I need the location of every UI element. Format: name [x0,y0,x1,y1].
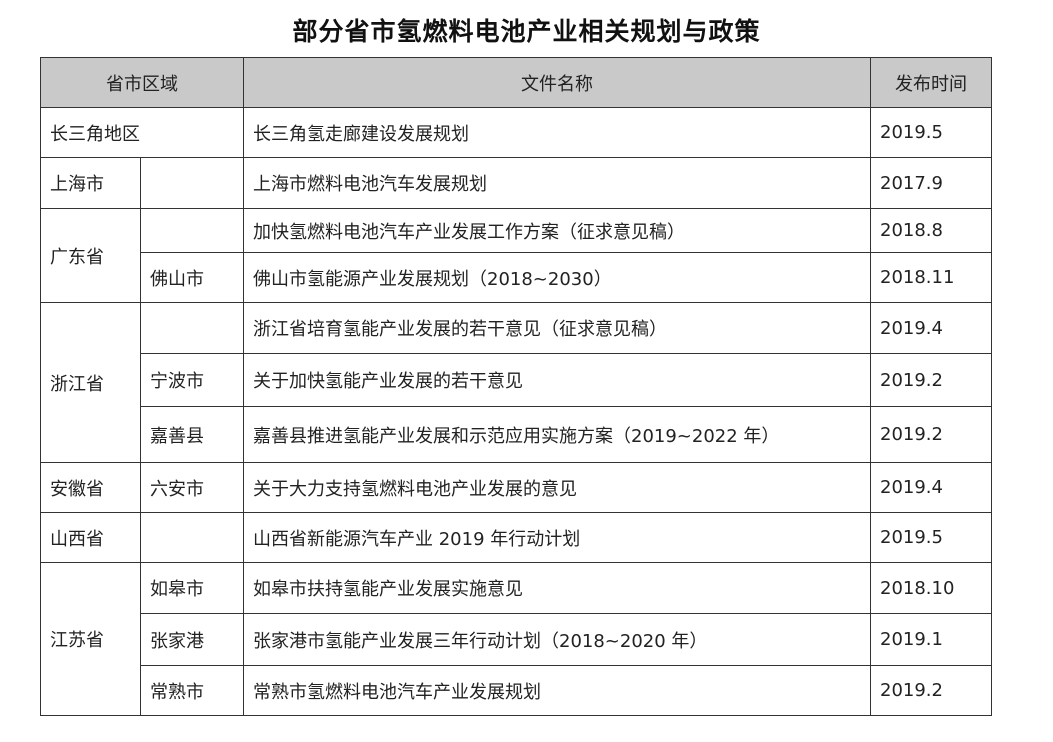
table-row: 长三角地区 长三角氢走廊建设发展规划 2019.5 [40,107,992,158]
header-document: 文件名称 [243,57,871,108]
document-cell: 加快氢燃料电池汽车产业发展工作方案（征求意见稿） [243,208,871,253]
document-cell: 嘉善县推进氢能产业发展和示范应用实施方案（2019~2022 年） [243,406,871,463]
date-cell: 2019.5 [870,512,992,563]
city-cell: 如皋市 [140,562,244,614]
city-cell: 常熟市 [140,665,244,716]
document-cell: 如皋市扶持氢能产业发展实施意见 [243,562,871,614]
table-header-row: 省市区域 文件名称 发布时间 [40,57,992,108]
table-row: 安徽省 六安市 关于大力支持氢燃料电池产业发展的意见 2019.4 [40,462,992,513]
city-cell: 嘉善县 [140,406,244,463]
province-cell: 长三角地区 [40,107,244,158]
document-cell: 佛山市氢能源产业发展规划（2018~2030） [243,252,871,303]
date-cell: 2017.9 [870,157,992,209]
document-cell: 常熟市氢燃料电池汽车产业发展规划 [243,665,871,716]
date-cell: 2019.4 [870,302,992,354]
table-row: 常熟市 常熟市氢燃料电池汽车产业发展规划 2019.2 [41,665,992,716]
province-cell: 上海市 [40,157,141,209]
city-cell [140,512,244,563]
date-cell: 2019.2 [870,353,992,407]
table-row: 江苏省 如皋市 如皋市扶持氢能产业发展实施意见 2018.10 [40,562,992,716]
header-date: 发布时间 [870,57,992,108]
province-cell: 广东省 [40,208,141,303]
table-row: 佛山市 佛山市氢能源产业发展规划（2018~2030） 2018.11 [41,252,992,303]
date-cell: 2018.10 [870,562,992,614]
city-cell: 张家港 [140,613,244,666]
table-row: 上海市 上海市燃料电池汽车发展规划 2017.9 [40,157,992,209]
city-cell: 六安市 [140,462,244,513]
province-cell: 浙江省 [40,302,141,463]
table-row: 张家港 张家港市氢能产业发展三年行动计划（2018~2020 年） 2019.1 [41,613,992,666]
document-cell: 长三角氢走廊建设发展规划 [243,107,871,158]
city-cell [140,208,244,253]
table-row: 浙江省 浙江省培育氢能产业发展的若干意见（征求意见稿） 2019.4 [40,302,992,463]
province-cell: 山西省 [40,512,141,563]
document-cell: 张家港市氢能产业发展三年行动计划（2018~2020 年） [243,613,871,666]
table-row: 广东省 加快氢燃料电池汽车产业发展工作方案（征求意见稿） 2018.8 [40,208,992,303]
city-cell: 佛山市 [140,252,244,303]
city-cell [140,302,244,354]
header-region: 省市区域 [40,57,244,108]
table-row: 山西省 山西省新能源汽车产业 2019 年行动计划 2019.5 [40,512,992,563]
date-cell: 2018.11 [870,252,992,303]
document-cell: 关于加快氢能产业发展的若干意见 [243,353,871,407]
city-cell: 宁波市 [140,353,244,407]
city-cell [140,157,244,209]
province-cell: 江苏省 [40,562,141,716]
date-cell: 2019.2 [870,406,992,463]
page-title: 部分省市氢燃料电池产业相关规划与政策 [292,17,761,46]
document-cell: 浙江省培育氢能产业发展的若干意见（征求意见稿） [243,302,871,354]
date-cell: 2019.4 [870,462,992,513]
document-cell: 山西省新能源汽车产业 2019 年行动计划 [243,512,871,563]
date-cell: 2019.2 [870,665,992,716]
table-row: 嘉善县 嘉善县推进氢能产业发展和示范应用实施方案（2019~2022 年） 20… [41,406,992,463]
date-cell: 2019.5 [870,107,992,158]
document-cell: 上海市燃料电池汽车发展规划 [243,157,871,209]
policy-table: 省市区域 文件名称 发布时间 长三角地区 长三角氢走廊建设发展规划 2019.5… [40,57,992,716]
date-cell: 2018.8 [870,208,992,253]
province-cell: 安徽省 [40,462,141,513]
date-cell: 2019.1 [870,613,992,666]
document-cell: 关于大力支持氢燃料电池产业发展的意见 [243,462,871,513]
table-row: 宁波市 关于加快氢能产业发展的若干意见 2019.2 [41,353,992,407]
